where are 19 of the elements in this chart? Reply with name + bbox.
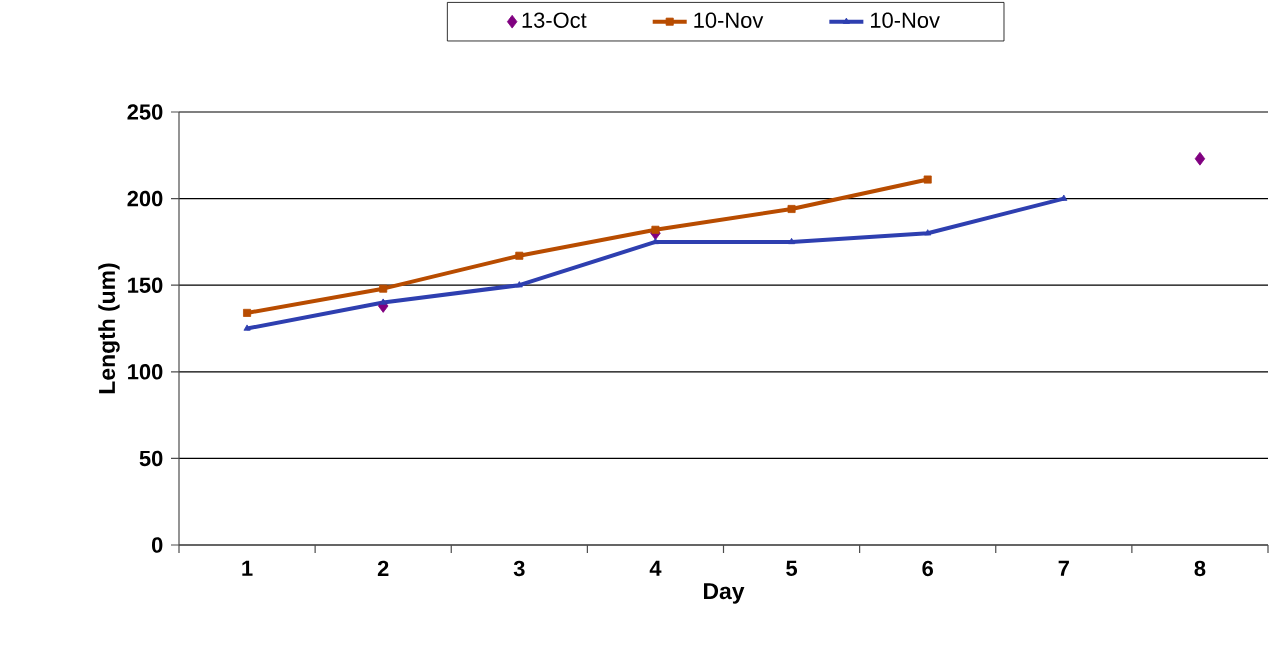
y-tick-label: 100 [128,364,163,380]
x-tick-label: 6 [922,560,933,577]
y-tick-label: 150 [128,277,163,293]
x-tick-label: 7 [1058,560,1069,576]
y-tick-label: 0 [151,537,163,553]
x-tick-label: 1 [242,560,253,576]
x-tick-label: 8 [1194,560,1206,577]
y-tick-label: 200 [127,190,163,207]
x-tick-label: 4 [649,560,662,576]
y-tick-label: 50 [139,450,163,467]
legend-label: 10-Nov [694,12,764,28]
y-axis-title: Length (um) [98,263,120,394]
legend-label: 10-Nov [871,12,940,28]
x-tick-label: 5 [786,560,798,576]
x-tick-label: 3 [513,560,525,577]
x-axis-title: Day [704,583,745,604]
y-tick-label: 250 [127,104,163,120]
x-tick-label: 2 [377,560,389,577]
legend-label: 13-Oct [522,12,587,28]
